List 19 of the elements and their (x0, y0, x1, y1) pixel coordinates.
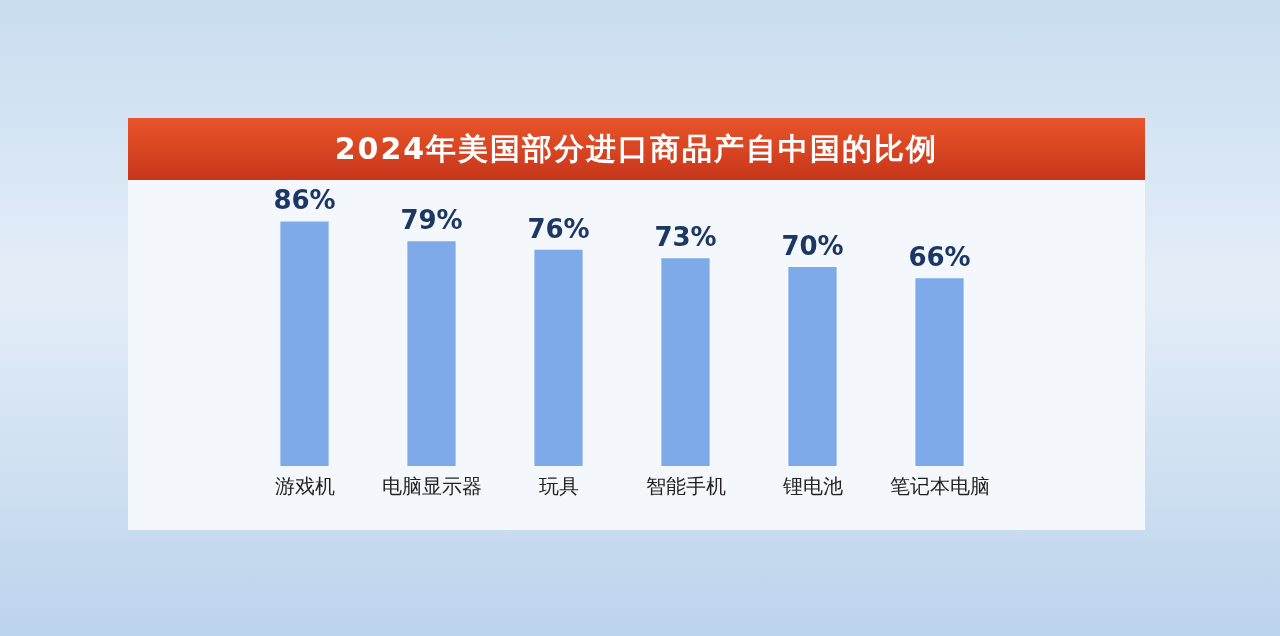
bar (534, 249, 583, 466)
data-label: 86% (273, 185, 336, 216)
x-tick-label: 锂电池 (781, 474, 843, 499)
x-tick-label: 电脑显示器 (381, 474, 482, 499)
data-label: 79% (400, 205, 463, 236)
data-label: 66% (908, 242, 971, 273)
bar (788, 266, 837, 466)
chart-title: 2024年美国部分进口商品产自中国的比例 (128, 118, 1145, 180)
x-tick-label: 笔记本电脑 (889, 474, 990, 499)
x-tick-label: 游戏机 (274, 474, 335, 499)
x-tick-label: 智能手机 (645, 474, 726, 499)
data-label: 76% (527, 213, 590, 244)
bar (661, 258, 710, 466)
bar (407, 241, 456, 466)
x-tick-label: 玩具 (538, 474, 579, 499)
bar (280, 221, 329, 466)
data-label: 70% (781, 230, 844, 261)
bar (915, 278, 964, 466)
data-label: 73% (654, 222, 717, 253)
